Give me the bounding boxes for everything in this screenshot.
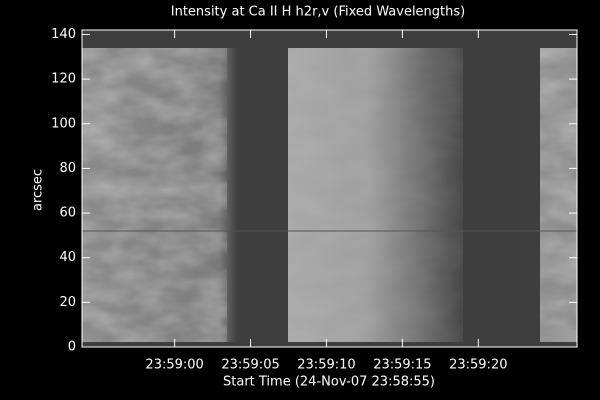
y-tick-label: 140 (51, 27, 76, 42)
x-tick-label: 23:59:15 (373, 358, 431, 373)
x-axis-label: Start Time (24-Nov-07 23:58:55) (223, 375, 435, 390)
y-tick-label: 20 (59, 295, 76, 310)
y-tick-label: 0 (68, 340, 76, 355)
y-tick-label: 80 (59, 161, 76, 176)
y-tick-label: 60 (59, 206, 76, 221)
y-axis-label: arcsec (31, 169, 46, 211)
chart-title: Intensity at Ca II H h2r,v (Fixed Wavele… (171, 5, 465, 20)
x-tick-label: 23:59:20 (449, 358, 507, 373)
y-tick-label: 100 (51, 116, 76, 131)
x-tick-label: 23:59:00 (145, 358, 203, 373)
image-texture (82, 48, 227, 342)
y-tick-label: 40 (59, 250, 76, 265)
x-tick-label: 23:59:05 (221, 358, 279, 373)
x-tick-label: 23:59:10 (297, 358, 355, 373)
image (82, 30, 577, 347)
y-tick-label: 120 (51, 72, 76, 87)
image-texture (540, 48, 577, 342)
plot-frame (81, 29, 578, 348)
image-texture (288, 48, 463, 342)
